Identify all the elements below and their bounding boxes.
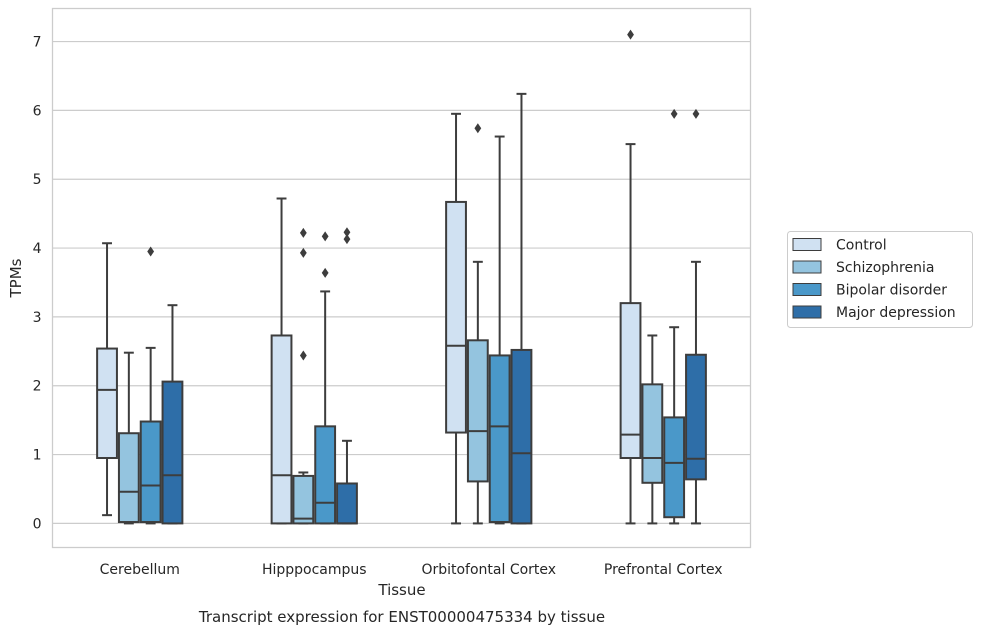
outlier-0 [343,234,351,245]
box-3-3 [685,108,707,525]
outlier-0 [299,350,307,361]
outlier-2 [299,227,307,238]
box-1-2 [314,231,337,525]
outlier-1 [343,227,351,238]
outlier-0 [321,267,329,278]
legend-label-1: Schizophrenia [836,260,934,276]
x-tick-label-3: Prefrontal Cortex [604,562,723,578]
outlier-1 [299,247,307,258]
box-3-1 [641,334,664,525]
box-body [466,339,489,483]
box-body [641,383,664,484]
box-body [510,348,533,525]
y-axis-label: TPMs [7,258,25,298]
y-tick-label-6: 6 [33,103,42,119]
chart-caption: Transcript expression for ENST0000047533… [198,608,605,626]
legend-label-2: Bipolar disorder [836,283,947,299]
box-body [117,432,140,524]
y-tick-label-3: 3 [33,310,42,326]
box-3-2 [663,108,686,525]
box-0-1 [117,351,140,525]
outlier-0 [147,246,155,257]
outlier-1 [321,231,329,242]
x-tick-label-0: Cerebellum [100,562,180,578]
box-1-1 [292,227,315,525]
box-0-3 [161,304,184,525]
outlier-0 [692,108,700,119]
y-tick-label-0: 0 [33,516,42,532]
box-layer [96,29,707,525]
box-body [663,416,686,519]
legend: Control Schizophrenia Bipolar disorder Majo… [787,231,973,328]
box-2-1 [466,123,489,525]
box-body [314,425,337,525]
box-body [488,354,511,524]
box-1-3 [336,227,358,525]
x-tick-label-1: Hipppocampus [262,562,367,578]
legend-swatch-3 [792,305,822,319]
box-1-0 [270,197,293,525]
outlier-0 [627,29,634,40]
box-body [685,353,707,481]
legend-label-3: Major depression [836,305,956,321]
legend-swatch-2 [792,283,822,296]
y-tick-labels: 0 1 2 3 4 5 6 7 [33,35,42,533]
box-body [161,380,184,525]
legend-label-0: Control [836,238,887,254]
y-tick-label-5: 5 [33,172,42,188]
box-2-2 [488,135,511,525]
x-tick-label-2: Orbitofontal Cortex [421,562,556,578]
box-3-0 [619,29,642,525]
plot-frame [51,7,752,549]
box-body [139,420,162,524]
legend-frame [787,231,973,328]
box-0-0 [96,242,118,517]
legend-swatch-0 [792,238,822,251]
y-tick-label-4: 4 [33,241,42,257]
x-tick-labels: Cerebellum Hipppocampus Orbitofontal Corte… [100,562,723,578]
y-tick-label-2: 2 [33,379,42,395]
outlier-0 [474,123,482,134]
box-body [445,200,467,434]
y-tick-label-1: 1 [33,448,42,464]
y-tick-label-7: 7 [33,35,42,51]
box-body [336,482,358,525]
box-2-0 [445,112,467,525]
box-body [619,302,642,460]
box-body [292,474,315,525]
box-2-3 [510,92,533,525]
outlier-0 [670,108,678,119]
box-body [96,347,118,460]
box-0-2 [139,246,162,525]
x-axis-label: Tissue [377,581,425,599]
box-body [270,334,293,525]
legend-swatch-1 [792,260,822,274]
